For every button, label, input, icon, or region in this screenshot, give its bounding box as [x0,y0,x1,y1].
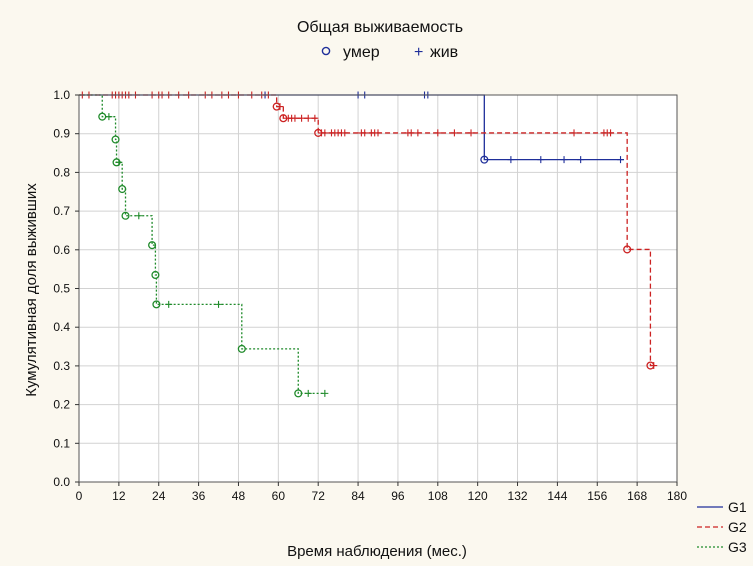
event-marker [480,155,489,164]
censored-marker [507,156,515,164]
censored-marker [434,129,442,137]
legend-label-G2: G2 [728,519,747,535]
event-marker [623,245,632,254]
censored-marker [215,300,223,308]
y-tick-label: 0.9 [53,127,70,141]
censored-marker [304,114,312,122]
x-tick-label: 0 [76,489,83,503]
series-legend: G1 G2 G3 [697,499,747,555]
event-marker [646,361,655,370]
y-tick-label: 0.4 [53,320,70,334]
x-tick-label: 144 [547,489,567,503]
chart-title: Общая выживаемость [297,19,463,36]
censored-marker-icon: + [414,44,423,61]
x-tick-label: 84 [351,489,365,503]
censored-marker [311,114,319,122]
x-tick-label: 36 [192,489,206,503]
censored-marker [321,129,329,137]
y-tick-label: 0.8 [53,165,70,179]
x-tick-label: 108 [428,489,448,503]
x-tick-label: 96 [391,489,405,503]
y-tick-label: 0.7 [53,204,70,218]
legend-dead-label: умер [343,44,380,61]
censored-marker [450,129,458,137]
marker-legend: умер + жив [321,44,458,61]
series-line-G2 [79,94,654,367]
censored-marker [607,129,615,137]
event-marker [118,184,127,194]
x-tick-label: 132 [508,489,528,503]
censored-marker [407,129,415,137]
event-marker [111,135,120,144]
event-marker [151,270,160,280]
y-tick-label: 0.3 [53,359,70,373]
event-marker [237,344,246,353]
censored-marker [467,129,475,137]
event-marker [294,389,303,398]
legend-label-G1: G1 [728,499,747,515]
x-tick-label: 168 [627,489,647,503]
y-tick-label: 1.0 [53,88,70,102]
x-tick-label: 12 [112,489,126,503]
x-tick-label: 72 [312,489,326,503]
x-tick-label: 156 [587,489,607,503]
censored-marker [165,300,173,308]
x-tick-label: 60 [272,489,286,503]
y-tick-label: 0.2 [53,398,70,412]
x-tick-label: 180 [667,489,687,503]
grid [78,94,678,483]
x-tick-label: 120 [468,489,488,503]
y-axis-label: Кумулятивная доля выживших [23,183,40,397]
censored-marker [321,389,329,397]
event-marker [152,300,161,309]
event-marker [314,128,323,137]
event-marker [98,112,107,121]
legend-label-G3: G3 [728,539,747,555]
censored-marker [105,113,113,121]
y-tick-label: 0.1 [53,436,70,450]
event-marker [121,211,130,220]
censored-marker [304,389,312,397]
x-tick-label: 48 [232,489,246,503]
censored-marker [577,156,585,164]
censored-marker [135,212,143,220]
event-marker [272,102,281,111]
censored-marker [298,114,306,122]
axes: 0 12 24 36 48 60 72 84 96 108 120 132 144 156 168 180 0.… [53,88,687,503]
censored-marker [537,156,545,164]
x-axis-label: Время наблюдения (мес.) [287,543,467,560]
censored-marker [570,129,578,137]
dead-marker-icon [321,46,331,56]
event-marker [279,114,288,123]
x-tick-label: 24 [152,489,166,503]
censored-marker [361,129,369,137]
censored-marker [341,129,349,137]
y-tick-label: 0.0 [53,475,70,489]
censored-marker [617,156,625,164]
censored-marker [414,129,422,137]
y-tick-label: 0.6 [53,243,70,257]
event-marker [112,158,121,167]
legend-alive-label: жив [430,44,458,61]
event-marker [148,241,157,250]
censored-marker [374,129,382,137]
censored-marker [291,114,299,122]
y-tick-label: 0.5 [53,282,70,296]
censored-marker [560,156,568,164]
